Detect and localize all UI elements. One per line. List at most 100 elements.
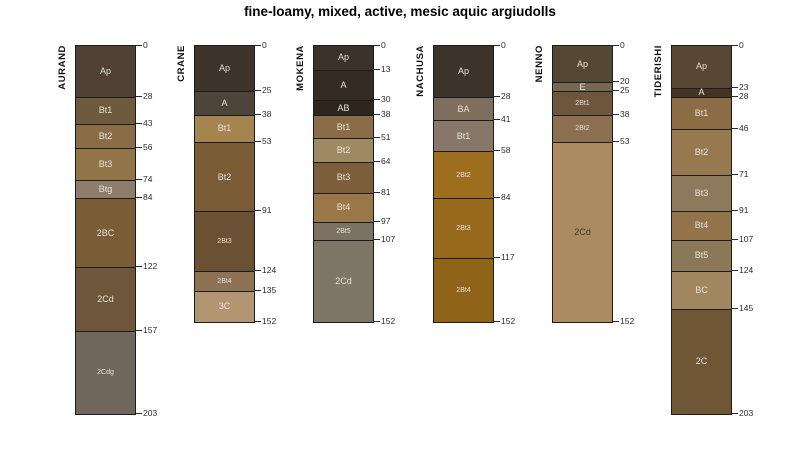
horizon-ap: Ap [672,46,731,88]
horizon-label: 2Bt1 [575,100,590,108]
horizon-2cdg: 2Cdg [76,330,135,414]
depth-tick-mark [732,45,738,46]
horizon-label: 3C [218,301,231,312]
depth-tick-label: 23 [739,81,749,92]
depth-tick-label: 152 [381,315,396,326]
horizon-label: Bt1 [98,105,113,116]
depth-tick-mark [732,307,738,309]
depth-tick-label: 145 [739,302,754,313]
chart-title: fine-loamy, mixed, active, mesic aquic a… [244,4,556,19]
depth-tick-label: 28 [501,90,511,101]
depth-tick-mark [255,320,261,322]
depth-tick-label: 51 [381,132,391,143]
depth-tick-label: 0 [381,40,386,50]
depth-tick-mark [136,179,142,181]
horizon-ap: Ap [434,46,493,97]
horizon-2cd: 2Cd [314,239,373,322]
depth-tick-label: 38 [262,108,272,119]
depth-tick-label: 0 [501,40,506,50]
depth-tick-mark [374,99,380,101]
depth-tick-label: 64 [381,156,391,167]
depth-tick-mark [732,413,738,414]
depth-tick-mark [136,329,142,331]
depth-tick-mark [255,113,261,115]
depth-tick-label: 74 [143,174,153,185]
depth-tick-label: 28 [143,90,153,101]
depth-tick-label: 91 [262,204,272,215]
depth-tick-mark [136,413,142,414]
depth-tick-label: 97 [381,215,391,226]
profile-name-nachusa: NACHUSA [415,45,426,97]
horizon-2bt4: 2Bt4 [434,258,493,322]
depth-tick-label: 25 [620,85,630,96]
depth-tick-label: 53 [262,136,272,147]
horizon-a: A [314,69,373,101]
horizon-label: Bt3 [98,158,113,169]
depth-tick-mark [374,45,380,46]
horizon-label: Bt1 [217,123,232,134]
depth-tick-label: 20 [620,76,630,87]
depth-tick-mark [136,197,142,199]
depth-tick-label: 25 [262,85,272,96]
horizon-label: Bt5 [694,250,709,261]
depth-tick-label: 84 [143,192,153,203]
horizon-label: 2BC [96,227,115,238]
depth-tick-mark [255,141,261,143]
horizon-ba: BA [434,96,493,121]
horizon-bt4: Bt4 [314,192,373,222]
horizon-2bt3: 2Bt3 [195,210,254,271]
horizon-ap: Ap [314,46,373,70]
horizon-label: Bt4 [336,202,351,213]
depth-tick-mark [255,289,261,291]
horizon-label: 2Bt2 [456,171,471,179]
horizon-btg: Btg [76,180,135,199]
horizon-3c: 3C [195,290,254,322]
depth-tick-mark [613,90,619,92]
depth-tick-label: 56 [143,141,153,152]
horizon-label: Btg [98,184,113,195]
depth-tick-mark [494,95,500,97]
horizon-ap: Ap [76,46,135,97]
depth-tick-mark [374,68,380,70]
profile-name-crane: CRANE [176,45,187,82]
depth-tick-label: 203 [143,408,158,418]
profile-column-crane: Ap A Bt1 Bt2 2Bt3 2Bt4 3C [194,45,255,323]
horizon-2bt3: 2Bt3 [434,198,493,259]
horizon-label: 2Bt5 [336,227,351,235]
depth-tick-label: 152 [620,315,635,326]
horizon-label: AB [337,102,350,113]
depth-tick-label: 84 [501,192,511,203]
horizon-label: 2Cd [97,293,114,304]
horizon-label: Bt3 [336,172,351,183]
horizon-label: BC [695,284,708,295]
depth-tick-mark [374,191,380,193]
depth-tick-mark [255,90,261,92]
depth-tick-mark [136,266,142,268]
depth-tick-mark [136,45,142,46]
horizon-label: Bt3 [694,187,709,198]
depth-tick-mark [494,45,500,46]
horizon-label: 2Cd [574,226,591,237]
depth-tick-mark [136,95,142,97]
horizon-ab: AB [314,100,373,115]
depth-tick-mark [613,141,619,143]
horizon-2bc: 2BC [76,198,135,268]
horizon-label: 2Cdg [97,369,114,377]
depth-tick-label: 0 [620,40,625,50]
horizon-label: Bt2 [217,171,232,182]
horizon-2c: 2C [672,308,731,414]
depth-tick-mark [732,86,738,88]
horizon-2bt5: 2Bt5 [314,221,373,240]
depth-tick-mark [613,45,619,46]
depth-tick-mark [613,320,619,322]
horizon-ap: Ap [553,46,612,83]
horizon-2cd: 2Cd [76,267,135,331]
depth-tick-mark [255,45,261,46]
depth-tick-mark [494,257,500,259]
profile-column-nenno: Ap E 2Bt1 2Bt2 2Cd [552,45,613,323]
depth-tick-label: 152 [262,315,277,326]
depth-tick-mark [494,320,500,322]
profile-column-mokena: Ap A AB Bt1 Bt2 Bt3 Bt4 2Bt5 2Cd [313,45,374,323]
depth-tick-mark [374,238,380,240]
